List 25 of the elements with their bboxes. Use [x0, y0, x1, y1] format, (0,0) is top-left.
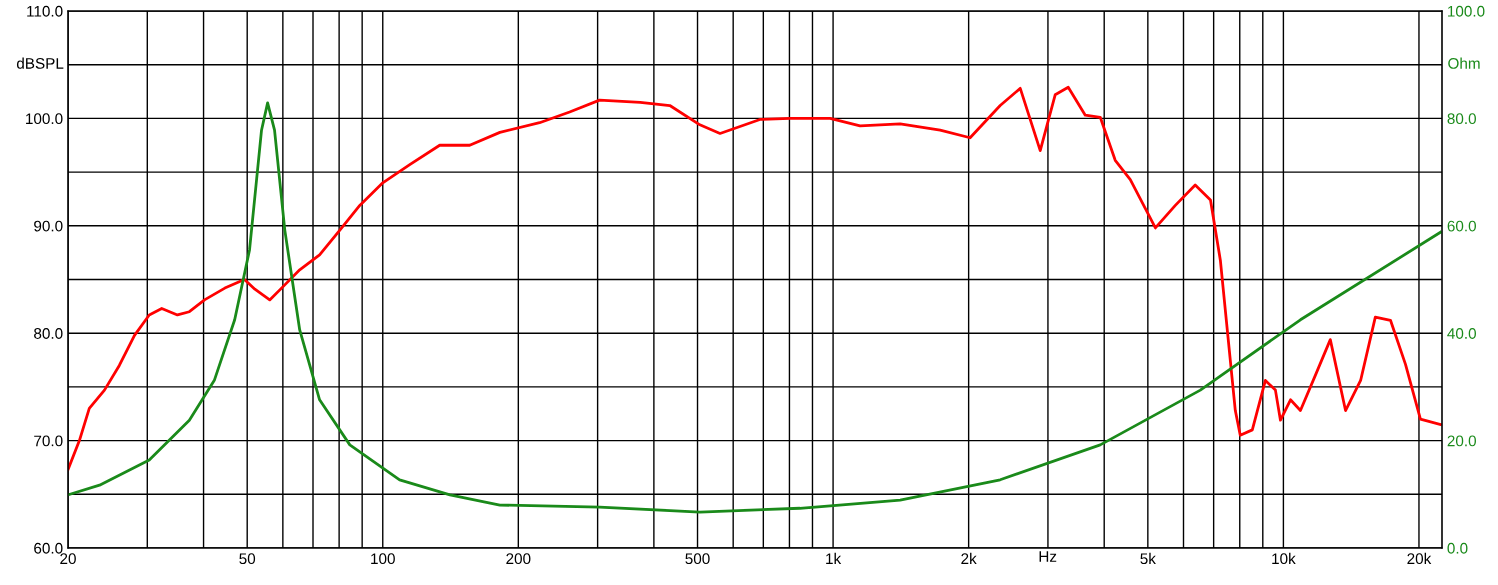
- x-tick-label: 2k: [961, 552, 977, 564]
- y2-tick-label: 100.0: [1448, 5, 1485, 17]
- x-tick-label: 10k: [1272, 552, 1296, 565]
- x-tick-label: 500: [685, 553, 710, 565]
- x-tick-label: 100: [371, 553, 395, 565]
- y-tick-label: 100.0: [26, 113, 63, 125]
- x-tick-label: 200: [506, 553, 531, 565]
- y2-tick-label: 20.0: [1447, 435, 1476, 447]
- y2-tick-label: 60.0: [1447, 220, 1476, 232]
- x-tick-label: 1k: [826, 552, 842, 564]
- y2-axis-title: Ohm: [1448, 57, 1480, 69]
- y-tick-label: 90.0: [34, 220, 63, 232]
- y2-tick-label: 40.0: [1447, 328, 1476, 339]
- y2-tick-label: 80.0: [1447, 113, 1476, 125]
- x-tick-label: 5k: [1140, 552, 1156, 565]
- y-tick-label: 70.0: [34, 435, 63, 447]
- y2-tick-label: 0.0: [1447, 542, 1468, 554]
- x-axis-title: Hz: [1039, 551, 1057, 562]
- y-tick-label: 80.0: [34, 328, 63, 339]
- x-tick-label: 50: [239, 553, 256, 565]
- x-tick-label: 20k: [1407, 552, 1432, 565]
- y-axis-title: dBSPL: [16, 57, 64, 69]
- y-tick-label: 60.0: [34, 542, 63, 554]
- y-tick-label: 110.0: [27, 5, 63, 17]
- x-tick-label: 20: [60, 553, 76, 565]
